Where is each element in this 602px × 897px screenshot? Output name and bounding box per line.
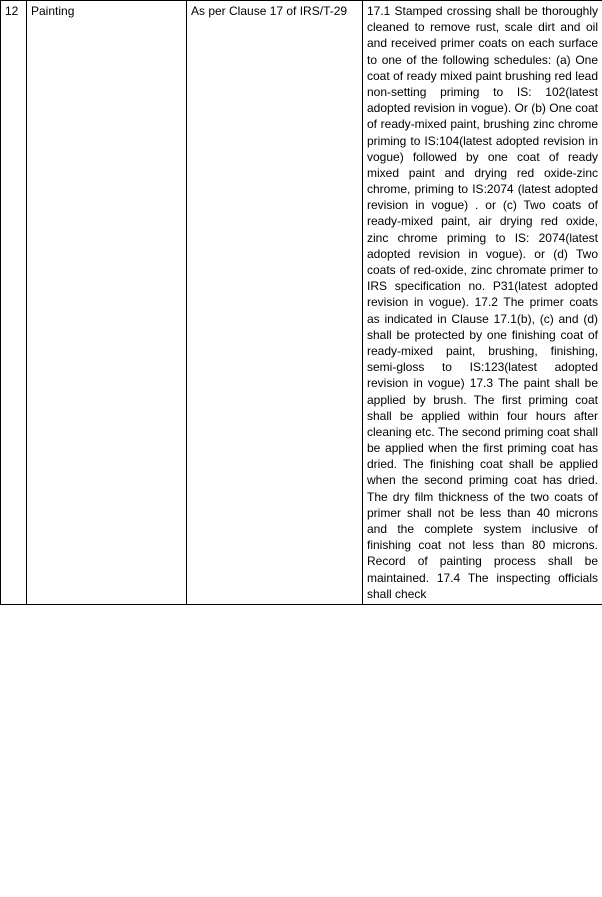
table-row: 12 Painting As per Clause 17 of IRS/T-29… <box>1 1 602 605</box>
cell-description: 17.1 Stamped crossing shall be thoroughl… <box>363 1 602 605</box>
cell-reference: As per Clause 17 of IRS/T-29 <box>187 1 363 605</box>
spec-table: 12 Painting As per Clause 17 of IRS/T-29… <box>0 0 602 605</box>
cell-number: 12 <box>1 1 27 605</box>
cell-title: Painting <box>27 1 187 605</box>
